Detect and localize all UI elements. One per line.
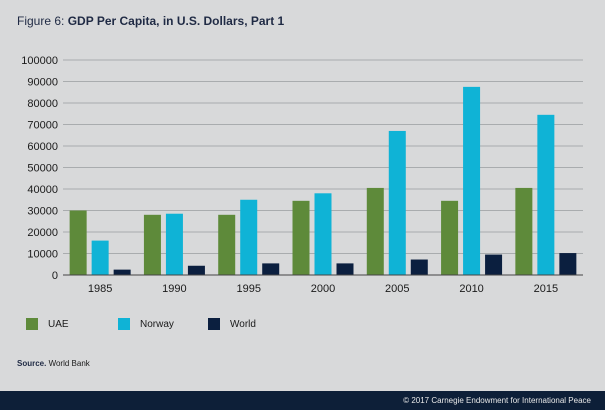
bar-chart: 0 10000 20000 30000 40000 50000 60000 70000 8000… (21, 55, 583, 295)
bar-world-2005 (410, 259, 428, 275)
bar-world-1985 (113, 269, 131, 275)
x-tick-label: 1990 (162, 283, 186, 295)
bar-uae-1990 (143, 214, 161, 275)
bar-uae-2015 (515, 187, 533, 275)
x-tick-label: 1995 (236, 283, 260, 295)
x-tick-label: 1985 (88, 283, 112, 295)
bar-norway-2015 (537, 114, 555, 275)
x-tick-label: 2015 (534, 283, 558, 295)
y-axis-tick-labels: 0 10000 20000 30000 40000 50000 60000 70000 8000… (21, 55, 58, 282)
legend-item-uae: UAE (26, 318, 69, 330)
bar-norway-1985 (91, 240, 109, 275)
bar-norway-2010 (463, 86, 481, 275)
legend-swatch (208, 318, 220, 330)
copyright-text: © 2017 Carnegie Endowment for Internatio… (403, 396, 591, 405)
y-tick-label: 70000 (27, 120, 58, 132)
legend-swatch (118, 318, 130, 330)
y-tick-label: 90000 (27, 77, 58, 89)
x-tick-label: 2005 (385, 283, 409, 295)
y-tick-label: 50000 (27, 163, 58, 175)
bar-norway-1995 (240, 199, 258, 275)
figure-title: GDP Per Capita, in U.S. Dollars, Part 1 (67, 14, 285, 28)
bar-uae-2010 (441, 200, 459, 275)
legend-item-world: World (208, 318, 256, 330)
legend-label: UAE (48, 318, 69, 330)
y-tick-label: 30000 (27, 206, 58, 218)
x-axis-tick-labels: 1985 1990 1995 2000 2005 2010 2015 (88, 283, 558, 295)
legend: UAE Norway World (0, 316, 605, 336)
bar-norway-1990 (165, 213, 183, 275)
bar-world-2015 (559, 253, 577, 275)
chart-title: Figure 6: GDP Per Capita, in U.S. Dollar… (17, 14, 284, 28)
bar-world-2000 (336, 263, 354, 275)
y-tick-label: 10000 (27, 249, 58, 261)
y-tick-label: 40000 (27, 184, 58, 196)
bar-world-1990 (187, 265, 205, 275)
x-tick-label: 2010 (459, 283, 483, 295)
bar-uae-1985 (69, 210, 87, 275)
bar-uae-2005 (366, 187, 384, 275)
legend-item-norway: Norway (118, 318, 174, 330)
bar-world-1995 (262, 263, 280, 275)
y-tick-label: 80000 (27, 98, 58, 110)
figure-number: Figure 6: (17, 14, 68, 28)
bar-norway-2000 (314, 193, 332, 275)
bar-uae-1995 (218, 214, 236, 275)
source-note: Source. World Bank (17, 359, 90, 368)
source-text: World Bank (46, 359, 90, 368)
legend-label: Norway (140, 318, 174, 330)
bar-world-2010 (485, 254, 503, 275)
bar-norway-2005 (388, 130, 406, 275)
y-tick-label: 60000 (27, 141, 58, 153)
legend-swatch (26, 318, 38, 330)
y-tick-label: 100000 (21, 55, 58, 67)
bar-uae-2000 (292, 200, 310, 275)
y-tick-label: 0 (52, 270, 58, 282)
x-tick-label: 2000 (311, 283, 335, 295)
y-tick-label: 20000 (27, 227, 58, 239)
footer-bar: © 2017 Carnegie Endowment for Internatio… (0, 391, 605, 410)
bars (69, 86, 577, 275)
source-label: Source. (17, 359, 47, 368)
legend-label: World (230, 318, 256, 330)
